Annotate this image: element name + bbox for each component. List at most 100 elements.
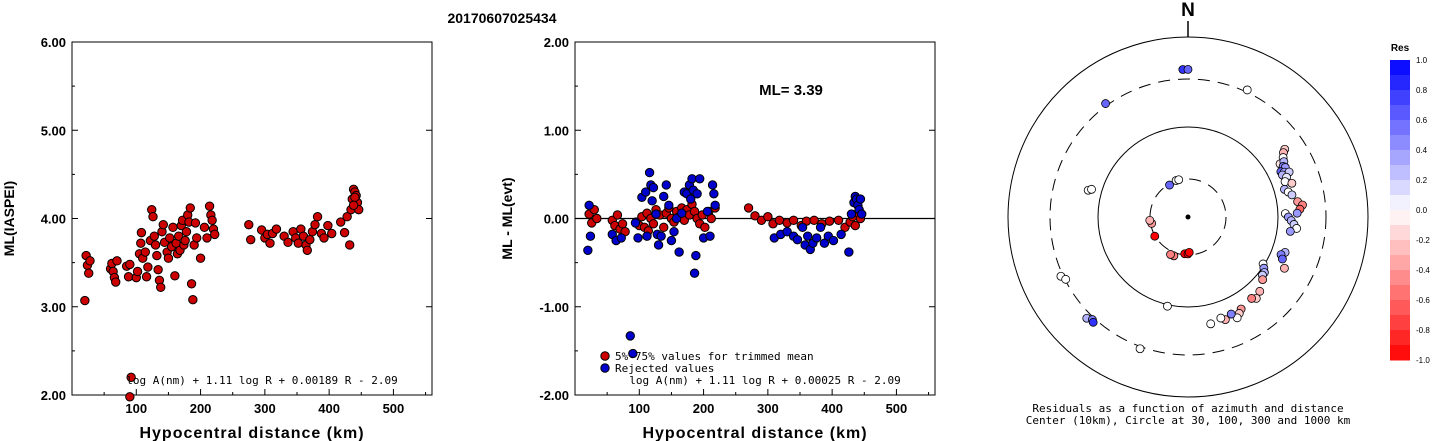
data-point [846,209,857,219]
station-point [1150,231,1160,241]
data-point [833,215,844,225]
data-point [186,279,197,289]
colorbar-swatch [1390,90,1410,106]
data-point [641,187,651,197]
distance-ring [1097,126,1279,308]
plot-frame [71,41,433,396]
colorbar-tick-label: -0.6 [1416,296,1430,305]
colorbar-swatch [1390,195,1410,211]
formula-text: log A(nm) + 1.11 log R + 0.00025 R - 2.0… [629,374,901,387]
north-label: N [1181,0,1195,21]
data-point [648,219,659,229]
data-point [664,200,674,210]
distance-ring [1149,178,1227,256]
station-point [1163,301,1172,311]
data-point [143,262,153,272]
data-point [686,194,696,204]
station-point [1285,226,1295,236]
data-point [319,233,329,243]
data-point [181,227,192,237]
colorbar-swatch [1390,165,1410,181]
data-point [85,256,95,266]
station-point [1277,254,1287,264]
data-point [80,295,90,306]
data-point [763,212,773,222]
data-point [809,215,819,225]
data-point [168,222,178,233]
data-point [148,212,158,222]
caption-line-1: Residuals as a function of azimuth and d… [1032,402,1343,415]
data-point [158,219,168,230]
station-point [1287,190,1297,200]
x-tick-label: 400 [318,401,340,416]
colorbar-title: Res [1391,43,1410,54]
data-point [111,277,121,287]
data-point [674,247,684,257]
data-point [204,201,215,211]
data-point [669,227,679,237]
station-point [1255,286,1265,296]
y-tick-label: 3.00 [41,300,66,315]
data-point [750,211,760,221]
data-point [265,238,275,248]
x-tick-label: 400 [821,401,843,416]
ml-iaspei-plot: 2.00 3.00 4.00 5.00 6.00 100 200 300 400 500 Hypoc… [1,35,433,441]
data-point [185,203,195,213]
data-point [125,259,135,270]
data-point [348,200,359,210]
data-point [152,250,162,261]
colorbar-tick-label: 0.4 [1416,146,1428,155]
x-tick-label: 200 [190,401,212,416]
data-point [592,213,602,224]
colorbar-swatch [1390,345,1410,361]
data-point [323,220,333,231]
colorbar-tick-label: 0.8 [1416,86,1428,95]
data-point [710,200,720,210]
data-point [339,227,350,238]
colorbar-swatch [1390,75,1410,91]
data-point [583,245,593,255]
station-point [1145,215,1155,225]
data-point [651,209,661,219]
station-point [1166,250,1175,259]
data-point [659,191,669,202]
data-point [246,234,256,245]
ml-residual-plot: -2.00 -1.00 0.00 1.00 2.00 100 200 300 400 500 Hyp… [499,35,936,441]
data-point [653,240,664,250]
colorbar-swatch [1390,150,1410,166]
data-point [174,231,184,241]
data-point [819,238,830,248]
data-point [687,174,697,184]
data-point [792,234,803,245]
legend-marker [600,351,610,361]
data-point [677,208,687,218]
colorbar-swatch [1390,60,1410,76]
y-tick-label: 5.00 [41,123,66,138]
caption-line-2: Center (10km), Circle at 30, 100, 300 an… [1026,414,1351,427]
data-point [165,233,175,243]
data-point [666,235,677,246]
station-point [1088,317,1098,327]
data-point [150,240,161,250]
colorbar-swatch [1390,240,1410,256]
legend-label: Rejected values [615,362,714,375]
data-point [192,233,202,243]
polar-residual-plot: N Residuals as a function of azimuth and … [1007,0,1430,427]
x-tick-label: 500 [886,401,908,416]
distance-ring [1049,78,1327,356]
station-point [1292,208,1302,218]
data-point [788,215,799,225]
y-tick-label: 4.00 [41,212,66,227]
data-point [327,228,337,239]
colorbar-tick-label: 0.6 [1416,116,1428,125]
colorbar-tick-label: 0.0 [1416,206,1428,215]
data-point [156,282,166,293]
x-tick-label: 500 [383,401,405,416]
station-point [1087,184,1096,194]
x-axis-title: Hypocentral distance (km) [139,425,364,441]
y-axis-title: ML - ML(evt) [499,177,515,259]
data-point [633,233,643,243]
station-point [1247,294,1257,303]
data-point [136,227,147,238]
